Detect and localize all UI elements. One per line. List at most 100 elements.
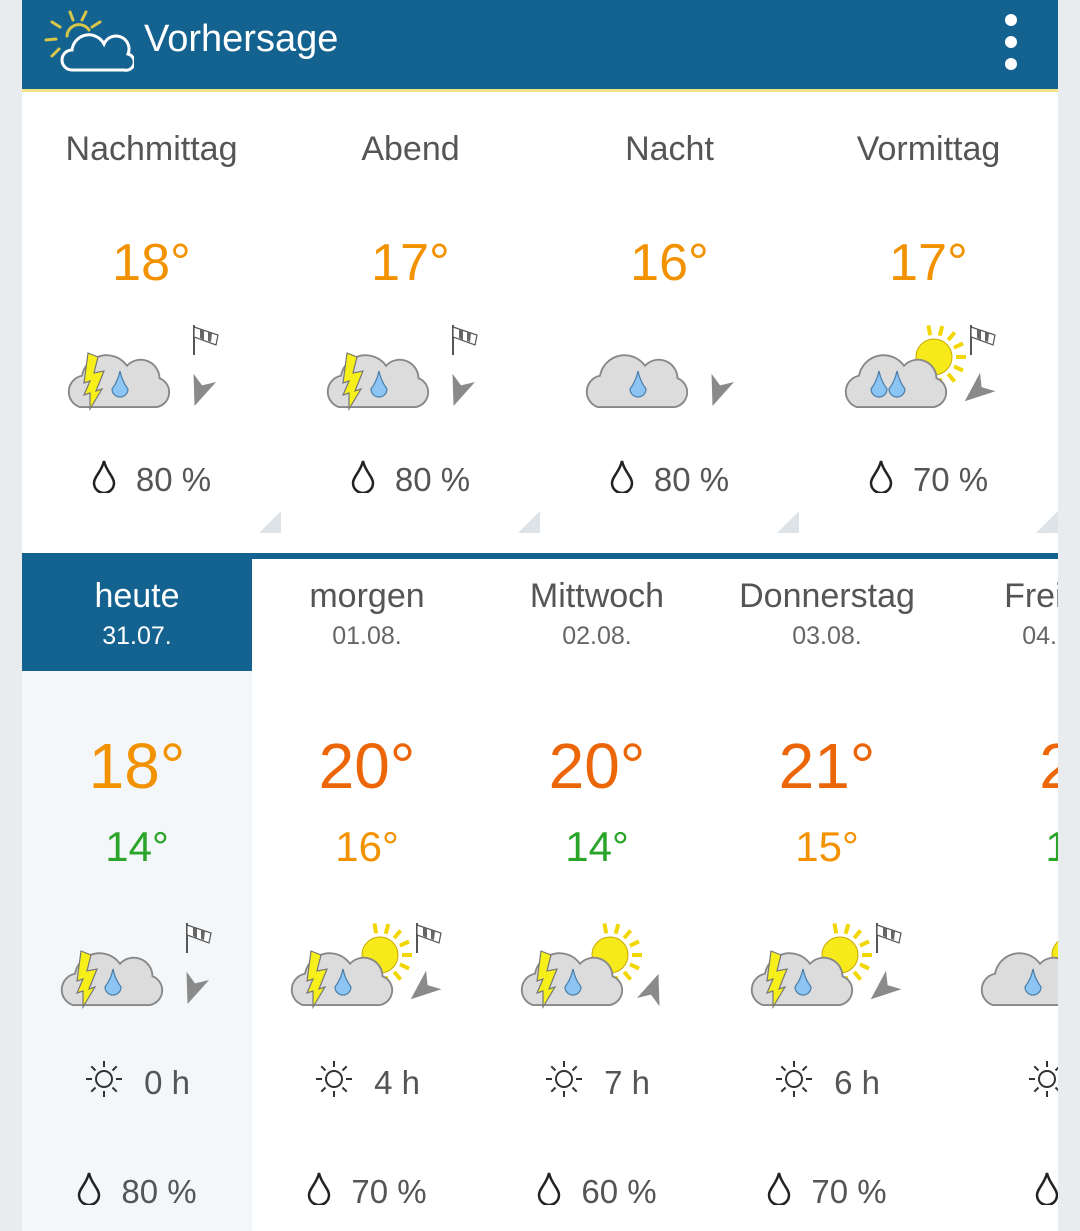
expand-corner-icon[interactable] xyxy=(259,511,281,533)
weather-thunder-sun-rain-icon xyxy=(515,921,685,1026)
expand-corner-icon[interactable] xyxy=(777,511,799,533)
raindrop-icon xyxy=(1035,1171,1058,1213)
rain-probability: 70 % xyxy=(252,1171,482,1213)
rain-probability: 60 % xyxy=(482,1171,712,1213)
day-tab[interactable]: Freitag 04.08. xyxy=(942,559,1058,671)
rain-value: 80 % xyxy=(121,1173,197,1210)
rain-probability: 80 % xyxy=(22,1171,252,1213)
max-temperature: 21° xyxy=(778,730,876,802)
section-divider xyxy=(22,553,1058,559)
app-header: Vorhersage xyxy=(22,0,1058,92)
daily-forecast: heute 31.07. 18° 14° 0 h 80 % morgen 01.08.… xyxy=(22,559,1058,1231)
sun-value: 0 h xyxy=(144,1064,190,1101)
rain-value: 80 % xyxy=(135,461,212,498)
rain-value: 80 % xyxy=(394,461,471,498)
sun-icon xyxy=(774,1059,814,1107)
expand-corner-icon[interactable] xyxy=(518,511,540,533)
rain-value: 70 % xyxy=(811,1173,887,1210)
day-name: Mittwoch xyxy=(529,577,665,615)
max-temperature: 20° xyxy=(548,730,646,802)
weather-thunder-rain-icon xyxy=(321,323,491,427)
weather-thunder-sun-rain-icon xyxy=(745,921,915,1026)
min-temperature: 14° xyxy=(565,823,629,870)
more-vert-icon[interactable] xyxy=(1004,14,1018,70)
day-date: 31.07. xyxy=(102,622,172,650)
period-column[interactable]: Vormittag 17° 70 % xyxy=(799,95,1058,553)
rain-probability: 80 % xyxy=(22,459,281,501)
day-column-donnerstag[interactable]: Donnerstag 03.08. 21° 15° 6 h 70 % xyxy=(712,559,942,1231)
raindrop-icon xyxy=(869,459,893,501)
rain-probability: 80 % xyxy=(540,459,799,501)
sunshine-hours xyxy=(942,1059,1058,1107)
period-label: Vormittag xyxy=(856,130,1001,168)
day-column-mittwoch[interactable]: Mittwoch 02.08. 20° 14° 7 h 60 % xyxy=(482,559,712,1231)
day-column-freitag[interactable]: Freitag 04.08. 2 1 xyxy=(942,559,1058,1231)
max-temperature: 18° xyxy=(88,730,186,802)
min-temperature: 1 xyxy=(1045,823,1058,870)
sun-icon xyxy=(314,1059,354,1107)
period-label: Nacht xyxy=(625,130,714,168)
raindrop-icon xyxy=(537,1171,561,1213)
sun-cloud-logo-icon xyxy=(42,6,136,80)
sun-value: 6 h xyxy=(834,1064,880,1101)
sunshine-hours: 7 h xyxy=(482,1059,712,1107)
period-temperature: 18° xyxy=(112,234,191,292)
sunshine-hours: 4 h xyxy=(252,1059,482,1107)
sun-icon xyxy=(1027,1059,1058,1107)
day-name: heute xyxy=(94,577,180,615)
weather-thunder-rain-icon xyxy=(62,323,232,427)
rain-value: 60 % xyxy=(581,1173,657,1210)
day-date: 03.08. xyxy=(792,622,862,650)
max-temperature: 20° xyxy=(318,730,416,802)
day-date: 02.08. xyxy=(562,622,632,650)
day-column-heute[interactable]: heute 31.07. 18° 14° 0 h 80 % xyxy=(22,559,252,1231)
app-title: Vorhersage xyxy=(144,18,339,60)
period-label: Abend xyxy=(361,130,460,168)
rain-value: 70 % xyxy=(912,461,989,498)
raindrop-icon xyxy=(610,459,634,501)
rain-probability: 70 % xyxy=(712,1171,942,1213)
min-temperature: 14° xyxy=(105,823,169,870)
sun-value: 4 h xyxy=(374,1064,420,1101)
day-tab[interactable]: Mittwoch 02.08. xyxy=(482,559,712,671)
period-temperature: 17° xyxy=(889,234,968,292)
min-temperature: 16° xyxy=(335,823,399,870)
rain-probability: 70 % xyxy=(799,459,1058,501)
rain-value: 80 % xyxy=(653,461,730,498)
period-column[interactable]: Nacht 16° 80 % xyxy=(540,95,799,553)
day-tab[interactable]: Donnerstag 03.08. xyxy=(712,559,942,671)
sunshine-hours: 6 h xyxy=(712,1059,942,1107)
sun-value: 7 h xyxy=(604,1064,650,1101)
raindrop-icon xyxy=(307,1171,331,1213)
period-temperature: 17° xyxy=(371,234,450,292)
rain-probability xyxy=(942,1171,1058,1213)
weather-rain-icon xyxy=(580,323,750,427)
period-column[interactable]: Abend 17° 80 % xyxy=(281,95,540,553)
weather-thunder-rain-icon xyxy=(55,921,225,1026)
weather-sun-rain-icon xyxy=(839,323,1009,427)
sunshine-hours: 0 h xyxy=(22,1059,252,1107)
min-temperature: 15° xyxy=(795,823,859,870)
period-label: Nachmittag xyxy=(65,130,238,168)
period-column[interactable]: Nachmittag 18° 80 % xyxy=(22,95,281,553)
period-forecast: Nachmittag 18° 80 % Abend 17° 80 % Nacht… xyxy=(22,95,1058,553)
expand-corner-icon[interactable] xyxy=(1036,511,1058,533)
day-name: Donnerstag xyxy=(739,577,915,615)
day-column-morgen[interactable]: morgen 01.08. 20° 16° 4 h 70 % xyxy=(252,559,482,1231)
day-tab[interactable]: heute 31.07. xyxy=(22,559,252,671)
day-date: 04.08. xyxy=(1022,622,1058,650)
raindrop-icon xyxy=(77,1171,101,1213)
weather-sun-rain-single-icon xyxy=(975,921,1058,1026)
day-name: morgen xyxy=(309,577,425,615)
raindrop-icon xyxy=(92,459,116,501)
day-name: Freitag xyxy=(1004,577,1058,615)
max-temperature: 2 xyxy=(1039,730,1058,802)
app-window: Vorhersage Nachmittag 18° 80 % Abend 17°… xyxy=(22,0,1058,1231)
weather-thunder-sun-rain-icon xyxy=(285,921,455,1026)
sun-icon xyxy=(84,1059,124,1107)
period-temperature: 16° xyxy=(630,234,709,292)
rain-value: 70 % xyxy=(351,1173,427,1210)
raindrop-icon xyxy=(767,1171,791,1213)
day-date: 01.08. xyxy=(332,622,402,650)
day-tab[interactable]: morgen 01.08. xyxy=(252,559,482,671)
